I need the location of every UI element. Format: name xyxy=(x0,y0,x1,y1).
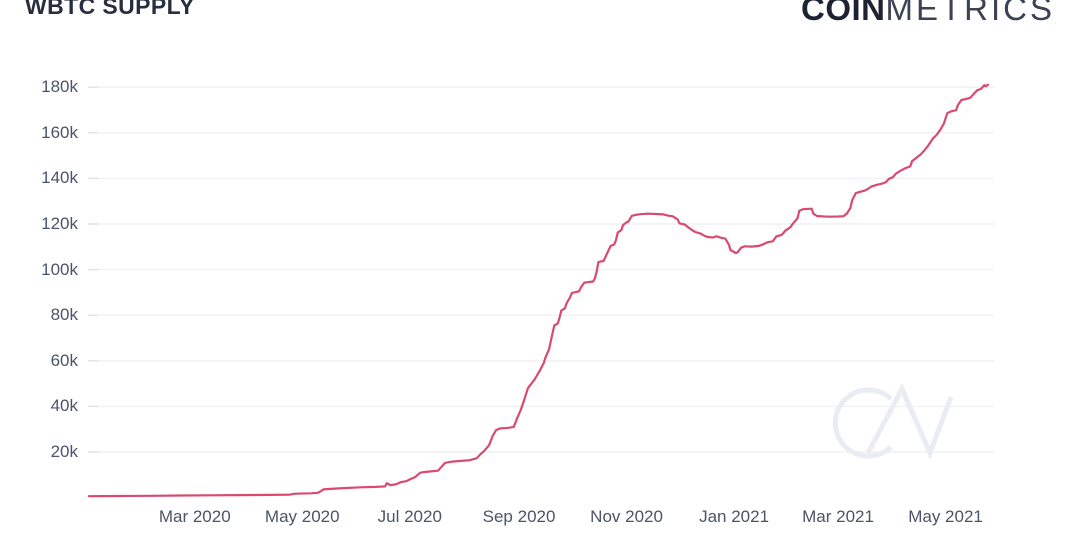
gridlines xyxy=(88,86,994,453)
x-axis-label: May 2021 xyxy=(908,507,983,526)
y-axis-label: 120k xyxy=(41,214,78,233)
x-axis-label: Jul 2020 xyxy=(377,507,442,526)
y-axis-label: 60k xyxy=(50,350,78,370)
logo-text-coin: COIN xyxy=(801,0,886,27)
y-axis-label: 160k xyxy=(41,122,78,142)
x-axis-label: May 2020 xyxy=(264,507,340,526)
coinmetrics-logo: COINMETRICS xyxy=(801,0,1055,28)
x-axis-label: Mar 2021 xyxy=(802,507,874,526)
y-axis-label: 100k xyxy=(41,259,78,279)
y-axis-label: 140k xyxy=(41,168,78,188)
y-axis-label: 40k xyxy=(50,396,78,416)
page-title: WBTC SUPPLY xyxy=(25,0,195,19)
x-axis-label: Sep 2020 xyxy=(482,507,556,526)
logo-text-metrics: METRICS xyxy=(885,0,1055,27)
x-axis-label: Jan 2021 xyxy=(699,507,770,526)
cm-watermark-icon xyxy=(832,383,954,460)
wbtc-supply-line xyxy=(87,83,989,498)
x-axis-label: Nov 2020 xyxy=(590,507,663,526)
x-axis-label: Mar 2020 xyxy=(158,507,231,526)
y-axis-label: 180k xyxy=(41,77,78,97)
y-axis-label: 80k xyxy=(50,305,78,325)
y-axis-label: 20k xyxy=(50,442,78,461)
